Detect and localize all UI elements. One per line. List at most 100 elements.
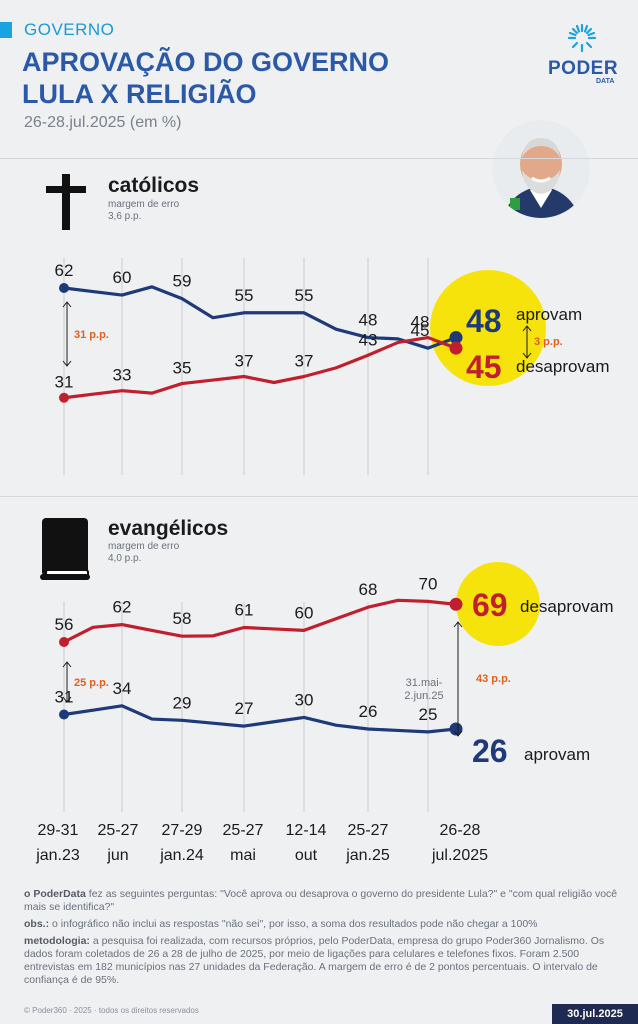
series-line-0-0 — [63, 285, 457, 350]
data-label-0-1-5: 43 — [359, 330, 378, 349]
x-tick-label-3-line2: mai — [230, 847, 256, 864]
end-gap-arrowhead-bottom-0 — [522, 352, 532, 359]
data-label-1-0-6: 70 — [419, 574, 438, 593]
catolicos-margin-value: 3,6 p.p. — [108, 211, 142, 222]
final-value-0-1: 45 — [466, 349, 502, 385]
end-gap-label-1: 43 p.p. — [476, 673, 511, 685]
evangelicos-margin-value: 4,0 p.p. — [108, 553, 142, 564]
data-label-0-1-4: 37 — [295, 352, 314, 371]
evangelicos-title: evangélicos — [108, 517, 229, 540]
data-label-0-0-0: 62 — [55, 261, 74, 280]
data-label-0-0-6: 45 — [411, 321, 430, 340]
x-tick-label-0-line2: jan.23 — [35, 847, 80, 864]
highlight-circle-0 — [430, 270, 546, 386]
note-obs: obs.: o infográfico não inclui as respos… — [24, 918, 624, 931]
catolicos-title: católicos — [108, 174, 200, 197]
chart-svg: 29-31 jan.23 25-27 jun 27-29 jan.24 25-27 mai 12… — [35, 258, 614, 864]
evangelicos-margin: margem de erro 4,0 p.p. — [108, 541, 179, 565]
data-label-0-0-5: 48 — [359, 311, 378, 330]
final-value-1-0: 69 — [472, 587, 508, 623]
end-gap-arrowhead-top-0 — [522, 325, 532, 332]
x-tick-label-6-line1: 26-28 — [440, 822, 481, 839]
data-label-1-0-2: 58 — [173, 609, 192, 628]
end-gap-arrowhead-bottom-1 — [453, 730, 463, 737]
end-gap-arrowhead-top-1 — [453, 621, 463, 628]
title-line-2: LULA X RELIGIÃO — [22, 79, 257, 109]
data-label-0-1-6: 48 — [411, 313, 430, 332]
note-methodology-text: a pesquisa foi realizada, com recursos p… — [24, 935, 605, 986]
data-label-1-1-4: 30 — [295, 690, 314, 709]
x-tick-label-1-line2: jun — [106, 847, 128, 864]
end-point-0-1 — [449, 341, 463, 355]
poderdata-logo-icon — [567, 23, 597, 53]
data-label-1-1-0: 31 — [55, 688, 74, 707]
data-label-0-1-1: 33 — [113, 366, 132, 385]
x-tick-label-0-line1: 29-31 — [38, 822, 79, 839]
note-questions-text: fez as seguintes perguntas: "Você aprova… — [24, 888, 618, 913]
start-point-1-1 — [59, 709, 69, 720]
note-methodology-label: metodologia: — [24, 935, 90, 947]
note-obs-text: o infográfico não inclui as respostas "n… — [49, 918, 538, 930]
data-label-0-0-4: 55 — [295, 286, 314, 305]
start-point-0-0 — [59, 283, 69, 293]
data-label-0-1-3: 37 — [235, 352, 254, 371]
logo-wordmark: PODER — [548, 58, 619, 79]
data-label-0-0-2: 59 — [173, 272, 192, 291]
logo-sub: DATA — [596, 78, 615, 85]
data-label-0-1-0: 31 — [55, 373, 74, 392]
start-point-1-0 — [59, 637, 69, 647]
highlight-circle-1 — [456, 562, 540, 646]
data-label-1-0-3: 61 — [235, 601, 254, 620]
x-tick-label-3-line1: 25-27 — [223, 822, 264, 839]
publish-date-badge: 30.jul.2025 — [552, 1004, 638, 1024]
data-label-1-0-1: 62 — [113, 598, 132, 617]
x-tick-label-2-line2: jan.24 — [159, 847, 204, 864]
catolicos-margin-label: margem de erro — [108, 199, 180, 210]
start-gap-label-0: 31 p.p. — [74, 329, 109, 341]
series-line-0-1 — [63, 335, 457, 400]
data-label-1-1-2: 29 — [173, 693, 192, 712]
end-point-1-0 — [449, 597, 463, 611]
x-tick-label-4-line2: out — [295, 847, 318, 864]
x-tick-label-6-line2: jul.2025 — [431, 847, 488, 864]
data-label-0-1-2: 35 — [173, 359, 192, 378]
bible-book-icon — [40, 518, 90, 580]
start-gap-arrowhead-top-0 — [62, 301, 72, 308]
note-obs-label: obs.: — [24, 918, 50, 930]
copyright: © Poder360 · 2025 · todos os direitos re… — [24, 1006, 199, 1015]
cross-icon — [46, 174, 86, 230]
data-label-1-0-4: 60 — [295, 603, 314, 622]
end-gap-label-0: 3 p.p. — [534, 336, 563, 348]
tag-bar — [0, 22, 12, 38]
notes-block: o PoderData fez as seguintes perguntas: … — [24, 888, 624, 991]
final-series-name-0-1: desaprovam — [516, 357, 610, 376]
x-tick-label-4-line1: 12-14 — [286, 822, 327, 839]
final-value-1-1: 26 — [472, 733, 508, 769]
x-tick-label-2-line1: 27-29 — [162, 822, 203, 839]
final-series-name-0-0: aprovam — [516, 305, 582, 324]
note-methodology: metodologia: a pesquisa foi realizada, c… — [24, 935, 624, 987]
page-title: APROVAÇÃO DO GOVERNO LULA X RELIGIÃO — [22, 46, 389, 110]
note-questions: o PoderData fez as seguintes perguntas: … — [24, 888, 624, 914]
data-label-1-0-0: 56 — [55, 615, 74, 634]
data-label-0-0-1: 60 — [113, 268, 132, 287]
x-tick-label-5-line2: jan.25 — [345, 847, 390, 864]
data-label-1-0-5: 68 — [359, 580, 378, 599]
final-series-name-1-1: aprovam — [524, 745, 590, 764]
final-series-name-1-0: desaprovam — [520, 597, 614, 616]
start-point-0-1 — [59, 392, 69, 403]
series-line-1-0 — [63, 598, 457, 644]
x-tick-label-1-line1: 25-27 — [98, 822, 139, 839]
kicker: GOVERNO — [24, 20, 115, 39]
final-value-0-0: 48 — [466, 303, 502, 339]
start-gap-arrowhead-bottom-1 — [62, 696, 72, 703]
start-gap-arrowhead-top-1 — [62, 661, 72, 668]
page-subtitle: 26-28.jul.2025 (em %) — [24, 114, 182, 131]
end-point-0-0 — [449, 331, 463, 345]
evangelicos-margin-label: margem de erro — [108, 541, 180, 552]
data-label-1-1-5: 26 — [359, 702, 378, 721]
title-line-1: APROVAÇÃO DO GOVERNO — [22, 47, 390, 77]
section-divider-middle — [0, 496, 638, 497]
data-label-1-1-3: 27 — [235, 699, 254, 718]
catolicos-margin: margem de erro 3,6 p.p. — [108, 199, 179, 223]
